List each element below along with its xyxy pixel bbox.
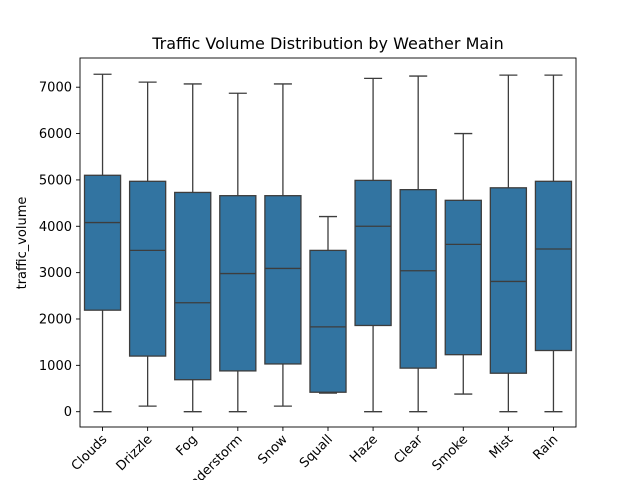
chart-title: Traffic Volume Distribution by Weather M… (151, 34, 504, 53)
y-tick-label: 1000 (39, 359, 72, 374)
y-axis: 0 1000 2000 3000 4000 5000 6000 7000 (39, 81, 80, 420)
iqr-box (219, 195, 257, 372)
box-group (399, 75, 437, 413)
x-tick-label: Clouds (69, 432, 111, 474)
iqr-box (444, 199, 482, 356)
y-tick-label: 5000 (39, 173, 72, 188)
y-tick-label: 6000 (39, 127, 72, 142)
plot-frame (79, 57, 577, 428)
x-tick-label: Smoke (429, 432, 471, 474)
iqr-box (489, 187, 528, 374)
x-tick-label: Mist (487, 432, 516, 461)
x-tick-label: Drizzle (114, 432, 156, 474)
iqr-box (174, 191, 212, 381)
box-group (444, 132, 482, 395)
iqr-box (309, 249, 347, 393)
boxes-layer (83, 73, 573, 413)
y-tick-label: 0 (64, 405, 72, 420)
y-tick-label: 2000 (39, 312, 72, 327)
iqr-box (354, 179, 392, 327)
y-axis-label: traffic_volume (15, 197, 30, 290)
box-group (264, 83, 302, 407)
x-tick-label: Snow (255, 432, 291, 468)
x-tick-label: Squall (297, 432, 336, 471)
box-group (354, 77, 392, 413)
y-tick-label: 3000 (39, 266, 72, 281)
box-group (174, 83, 212, 413)
x-tick-label: Clear (391, 432, 426, 467)
iqr-box (534, 180, 573, 352)
box-group (219, 92, 257, 413)
iqr-box (399, 189, 437, 369)
box-group (309, 215, 347, 394)
x-tick-label: Rain (530, 432, 561, 463)
box-group (534, 74, 573, 413)
x-tick-label: Fog (174, 432, 201, 459)
y-tick-label: 7000 (39, 81, 72, 96)
iqr-box (128, 180, 167, 357)
box-group (128, 81, 167, 407)
y-tick-label: 4000 (39, 220, 72, 235)
iqr-box (264, 195, 302, 365)
iqr-box (83, 174, 122, 311)
box-group (83, 73, 122, 413)
box-group (489, 74, 528, 413)
x-tick-label: Haze (347, 432, 381, 466)
